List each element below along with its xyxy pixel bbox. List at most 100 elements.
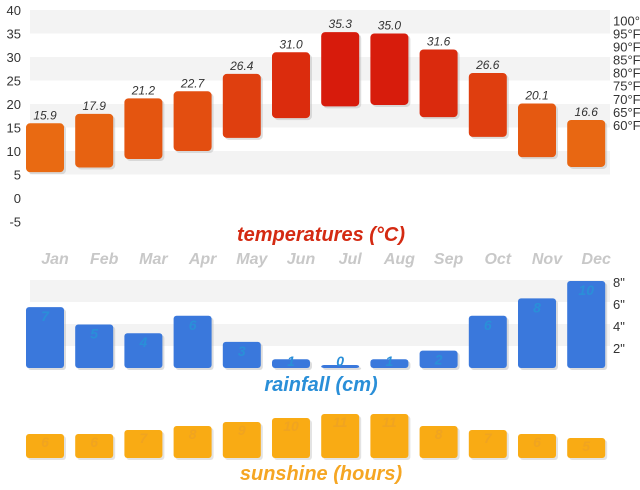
- sun-value-label: 7: [140, 430, 149, 446]
- y-tick-left: 15: [7, 121, 21, 136]
- temp-bar: [75, 113, 114, 168]
- sunshine-chart-title: sunshine (hours): [240, 463, 403, 485]
- temp-bar: [321, 32, 360, 107]
- y-tick-left: 5: [14, 168, 21, 183]
- temp-bar: [26, 123, 64, 173]
- temp-value-label: 21.2: [131, 83, 156, 97]
- y-tick-left: 25: [7, 74, 21, 89]
- rain-bar: [173, 315, 212, 368]
- rainfall-chart-title: rainfall (cm): [264, 374, 378, 396]
- sun-bar: [468, 430, 507, 458]
- sun-value-label: 10: [283, 418, 299, 434]
- sun-bar: [370, 414, 409, 458]
- sun-value-label: 5: [582, 438, 590, 454]
- temperature-chart-title: temperatures (°C): [237, 224, 405, 246]
- rain-value-label: 3: [238, 343, 246, 359]
- month-label: May: [236, 251, 268, 268]
- sun-bar: [26, 434, 64, 458]
- rain-value-label: 1: [386, 353, 394, 369]
- rain-value-label: 6: [189, 317, 197, 333]
- sun-value-label: 8: [435, 426, 443, 442]
- temp-value-label: 22.7: [180, 76, 206, 90]
- rain-value-label: 2: [434, 352, 443, 368]
- temp-grid-band: [30, 151, 610, 175]
- y-tick-right: 95°F: [613, 27, 640, 42]
- month-label: Jul: [339, 251, 363, 268]
- y-tick-right: 85°F: [613, 53, 640, 68]
- y-tick-left: 40: [7, 3, 21, 18]
- sun-value-label: 11: [382, 414, 397, 430]
- temp-value-label: 20.1: [524, 89, 548, 103]
- sun-bar: [173, 426, 212, 458]
- temp-bar: [124, 98, 163, 159]
- temp-bar: [518, 103, 556, 158]
- sun-bar: [272, 418, 310, 458]
- sun-bar: [518, 434, 556, 458]
- month-label: Feb: [90, 251, 119, 268]
- sun-bar: [75, 434, 114, 458]
- rain-bar: [468, 315, 507, 368]
- temp-bar: [468, 72, 507, 137]
- y-tick-right: 100°: [613, 13, 640, 28]
- rain-bar: [75, 324, 114, 368]
- month-label: Sep: [434, 251, 464, 268]
- y-tick-left: 10: [7, 144, 21, 159]
- temp-value-label: 16.6: [575, 105, 599, 119]
- temp-value-label: 35.3: [329, 17, 353, 31]
- rain-value-label: 7: [41, 308, 50, 324]
- rain-y-tick: 4": [613, 319, 625, 334]
- month-label: Dec: [582, 251, 611, 268]
- month-label: Apr: [188, 251, 217, 268]
- rain-y-tick: 2": [613, 341, 625, 356]
- sun-value-label: 9: [238, 422, 246, 438]
- rain-value-label: 5: [90, 326, 98, 342]
- temp-bar: [173, 91, 212, 151]
- sun-bar: [124, 430, 163, 458]
- rain-value-label: 1: [287, 353, 295, 369]
- rain-bar: [26, 307, 64, 368]
- month-label: Mar: [139, 251, 168, 268]
- y-tick-left: -5: [9, 215, 21, 230]
- rain-bar: [567, 281, 606, 368]
- temp-value-label: 31.0: [279, 37, 303, 51]
- month-label: Jun: [287, 251, 316, 268]
- temp-grid-band: [30, 57, 610, 81]
- month-label: Aug: [383, 251, 415, 268]
- rain-bar: [518, 298, 556, 368]
- sun-value-label: 7: [484, 430, 493, 446]
- rain-bar: [124, 333, 163, 368]
- rain-value-label: 4: [139, 334, 148, 350]
- temp-bar: [567, 119, 606, 167]
- sun-bar: [222, 422, 261, 458]
- temp-value-label: 17.9: [83, 99, 107, 113]
- temp-bar: [419, 49, 458, 118]
- rain-grid-band: [30, 280, 610, 302]
- y-tick-right: 90°F: [613, 40, 640, 55]
- sun-value-label: 11: [333, 414, 348, 430]
- temp-bar: [272, 52, 310, 119]
- rain-y-tick: 8": [613, 275, 625, 290]
- y-tick-left: 35: [7, 27, 21, 42]
- temp-value-label: 31.6: [427, 34, 451, 48]
- sun-bar: [321, 414, 360, 458]
- rain-value-label: 10: [578, 282, 594, 298]
- sun-value-label: 6: [90, 434, 98, 450]
- sun-value-label: 6: [41, 434, 49, 450]
- temp-value-label: 26.4: [229, 59, 254, 73]
- rain-bar: [321, 365, 360, 368]
- temp-value-label: 15.9: [33, 108, 57, 122]
- rain-bar: [419, 350, 458, 368]
- month-label: Oct: [484, 251, 511, 268]
- y-tick-right: 70°F: [613, 92, 640, 107]
- y-tick-right: 60°F: [613, 118, 640, 133]
- rain-bar: [370, 359, 409, 368]
- sun-bar: [419, 426, 458, 458]
- sun-bar: [567, 438, 606, 458]
- rain-value-label: 6: [484, 317, 492, 333]
- sun-value-label: 8: [189, 426, 197, 442]
- y-tick-right: 80°F: [613, 66, 640, 81]
- rain-value-label: 8: [533, 299, 541, 315]
- month-label: Jan: [41, 251, 69, 268]
- rain-bar: [222, 341, 261, 368]
- temp-grid-band: [30, 10, 610, 34]
